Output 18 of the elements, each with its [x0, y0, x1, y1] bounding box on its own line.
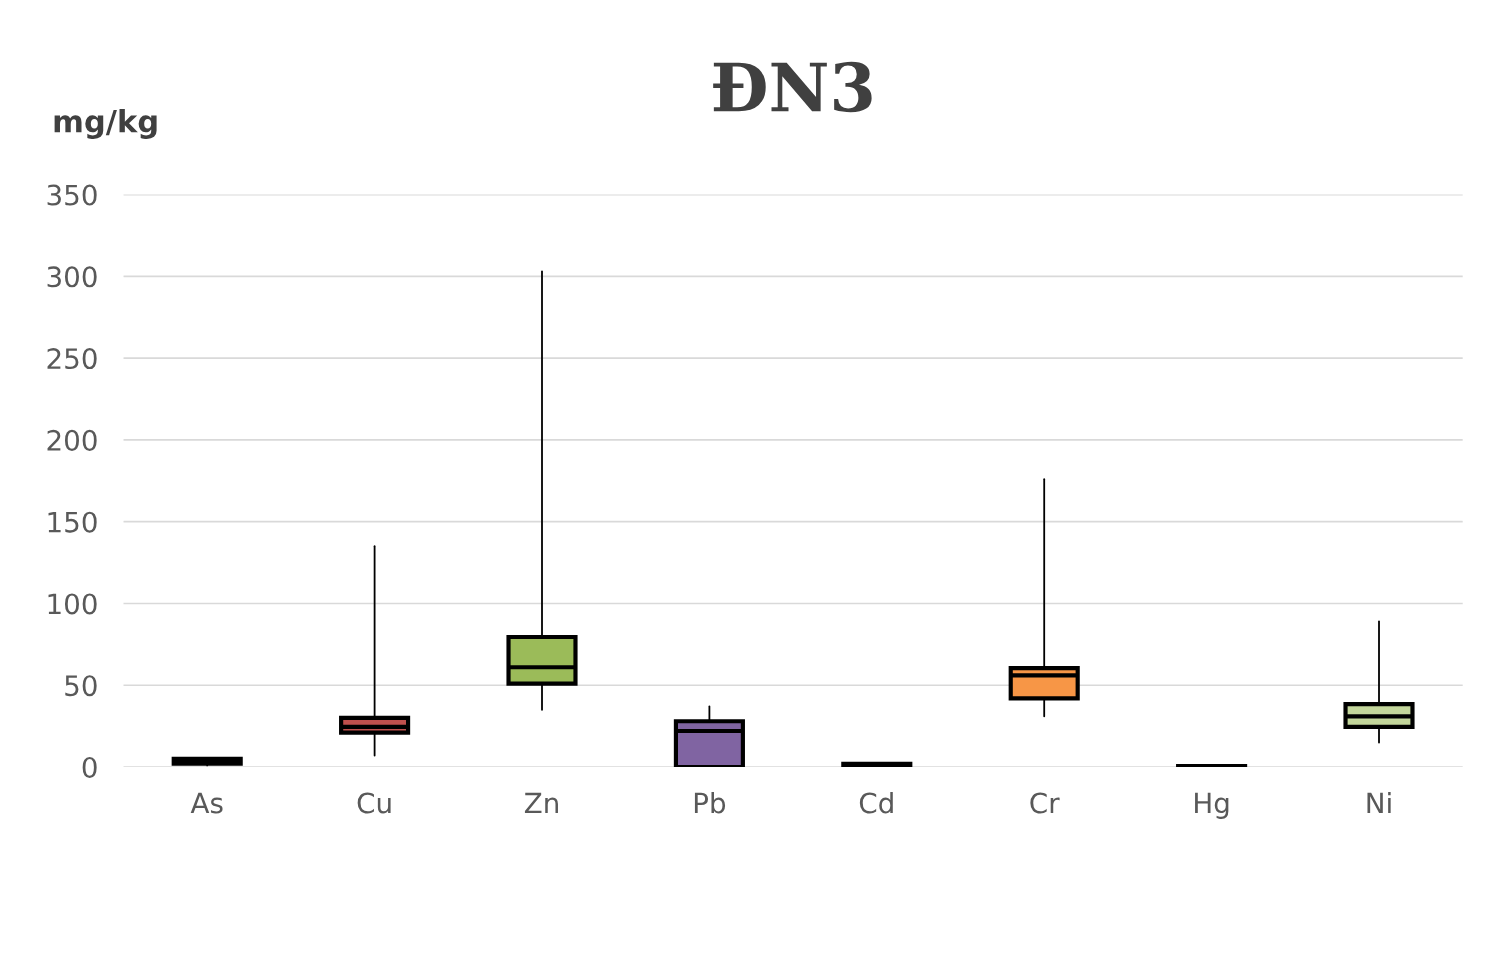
y-tick-label: 150 — [48, 511, 97, 533]
y-tick-label: 0 — [82, 756, 97, 778]
y-tick-label: 300 — [47, 266, 97, 288]
x-tick-label: Zn — [524, 792, 558, 814]
y-tick-label: 350 — [47, 184, 97, 206]
y-tick-label: 250 — [47, 348, 97, 370]
chart-title: ĐN3 — [713, 61, 872, 113]
y-axis-title: mg/kg — [54, 109, 157, 139]
y-tick-label: 50 — [65, 675, 97, 697]
x-tick-label: As — [190, 792, 223, 814]
y-tick-label: 100 — [48, 593, 97, 615]
x-tick-label: Cr — [1030, 792, 1060, 814]
x-tick-label: Pb — [694, 792, 726, 814]
x-tick-label: Cd — [859, 792, 893, 814]
y-tick-label: 200 — [47, 429, 97, 451]
x-tick-label: Ni — [1367, 792, 1391, 814]
x-tick-label: Cu — [357, 792, 391, 814]
x-tick-label: Hg — [1195, 792, 1229, 819]
